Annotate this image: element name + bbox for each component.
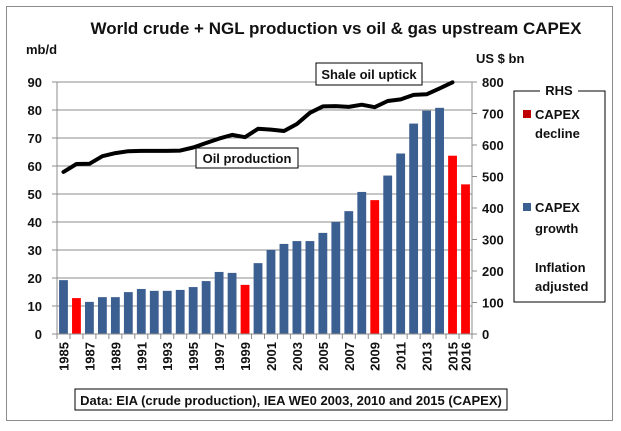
x-tick-label: 2015 xyxy=(446,342,461,371)
x-tick-label: 2011 xyxy=(394,342,409,370)
right-tick-label: 0 xyxy=(482,327,489,342)
right-axis-ticks: 0 100 200 300 400 500 600 700 800 xyxy=(472,75,504,342)
oil-production-line xyxy=(61,80,455,174)
chart-title: World crude + NGL production vs oil & ga… xyxy=(90,19,582,38)
capex-bar-1992 xyxy=(149,290,159,334)
x-tick-label: 1991 xyxy=(134,342,149,371)
capex-bar-1986 xyxy=(72,298,81,334)
capex-bar-2015 xyxy=(448,155,457,334)
capex-bar-2005 xyxy=(318,232,328,334)
left-tick-label: 50 xyxy=(28,187,42,202)
capex-bar-1998 xyxy=(227,272,237,334)
legend-swatch-growth xyxy=(523,203,531,211)
x-tick-label: 1989 xyxy=(108,342,123,371)
capex-bar-2016 xyxy=(461,184,470,334)
right-tick-label: 600 xyxy=(482,138,504,153)
capex-bar-2011 xyxy=(396,153,406,334)
capex-bar-2000 xyxy=(253,263,263,334)
x-tick-label: 1987 xyxy=(82,342,97,371)
capex-bar-1993 xyxy=(162,290,172,334)
source-text: Data: EIA (crude production), IEA WE0 20… xyxy=(80,393,502,408)
capex-bar-1997 xyxy=(214,271,224,334)
left-tick-label: 60 xyxy=(28,159,42,174)
capex-bar-2014 xyxy=(435,107,444,334)
left-tick-label: 70 xyxy=(28,131,42,146)
legend-label-decline-1: CAPEX xyxy=(535,107,580,122)
right-tick-label: 300 xyxy=(482,233,504,248)
right-tick-label: 400 xyxy=(482,201,504,216)
capex-bar-1985 xyxy=(59,280,68,334)
capex-bar-1987 xyxy=(85,301,94,334)
x-tick-label: 1993 xyxy=(160,342,175,371)
source-note: Data: EIA (crude production), IEA WE0 20… xyxy=(74,388,508,411)
capex-bar-2009 xyxy=(370,200,380,334)
left-tick-label: 40 xyxy=(28,215,42,230)
x-tick-label: 1995 xyxy=(186,342,201,371)
capex-bar-1988 xyxy=(97,297,107,334)
right-tick-label: 100 xyxy=(482,296,504,311)
left-axis-label: mb/d xyxy=(26,42,57,57)
x-tick-label: 1985 xyxy=(56,342,71,371)
capex-bar-2012 xyxy=(409,123,419,334)
x-tick-label: 2013 xyxy=(420,342,435,371)
x-tick-label: 2005 xyxy=(316,342,331,371)
x-tick-label: 2003 xyxy=(290,342,305,371)
legend-label-decline-2: decline xyxy=(535,126,580,141)
legend-title: RHS xyxy=(545,83,573,98)
capex-bar-2010 xyxy=(383,175,393,334)
x-tick-label: 2009 xyxy=(368,342,383,371)
capex-bar-2013 xyxy=(422,110,432,334)
x-axis: 1985 1987 1989 1991 1993 1995 1997 1999 2001 2003… xyxy=(56,333,474,371)
legend-note-1: Inflation xyxy=(535,260,586,275)
capex-bar-1994 xyxy=(175,289,185,334)
left-tick-label: 10 xyxy=(28,299,42,314)
oil-production-annotation: Oil production xyxy=(195,147,299,169)
capex-bar-2007 xyxy=(344,211,354,334)
right-axis-label: US $ bn xyxy=(476,51,524,66)
left-axis-ticks: 0 10 20 30 40 50 60 70 80 90 xyxy=(28,75,42,342)
bars xyxy=(59,107,470,334)
left-tick-label: 30 xyxy=(28,243,42,258)
legend-swatch-decline xyxy=(523,110,531,118)
left-tick-label: 20 xyxy=(28,271,42,286)
legend: RHS CAPEX decline CAPEX growth Inflation… xyxy=(513,83,606,303)
right-tick-label: 200 xyxy=(482,264,504,279)
legend-label-growth-2: growth xyxy=(535,221,578,236)
capex-bar-1991 xyxy=(136,288,146,334)
capex-bar-1999 xyxy=(240,284,250,334)
left-tick-label: 0 xyxy=(35,327,42,342)
right-tick-label: 800 xyxy=(482,75,504,90)
left-tick-label: 80 xyxy=(28,103,42,118)
x-tick-label: 2007 xyxy=(342,342,357,371)
capex-bar-1990 xyxy=(123,292,133,334)
legend-note-2: adjusted xyxy=(535,279,589,294)
right-tick-label: 500 xyxy=(482,170,504,185)
legend-label-growth-1: CAPEX xyxy=(535,200,580,215)
capex-bar-2004 xyxy=(305,241,315,334)
x-tick-label: 1997 xyxy=(212,342,227,371)
capex-bar-2006 xyxy=(331,221,341,334)
oil-production-label: Oil production xyxy=(203,151,292,166)
capex-bar-1996 xyxy=(201,281,211,334)
x-tick-label: 2001 xyxy=(264,342,279,371)
oil-production-line-group xyxy=(61,80,455,174)
capex-bar-2003 xyxy=(292,241,302,334)
capex-bar-1995 xyxy=(188,287,198,334)
left-tick-label: 90 xyxy=(28,75,42,90)
chart-frame xyxy=(6,6,613,421)
shale-annotation: Shale oil uptick xyxy=(315,62,423,86)
capex-bar-2002 xyxy=(279,243,289,334)
right-tick-label: 700 xyxy=(482,107,504,122)
shale-label: Shale oil uptick xyxy=(321,67,417,82)
capex-bar-2008 xyxy=(357,191,367,334)
x-tick-label: 2016 xyxy=(459,342,474,371)
capex-bar-2001 xyxy=(266,249,276,334)
capex-bar-1989 xyxy=(110,297,120,334)
x-tick-label: 1999 xyxy=(238,342,253,371)
